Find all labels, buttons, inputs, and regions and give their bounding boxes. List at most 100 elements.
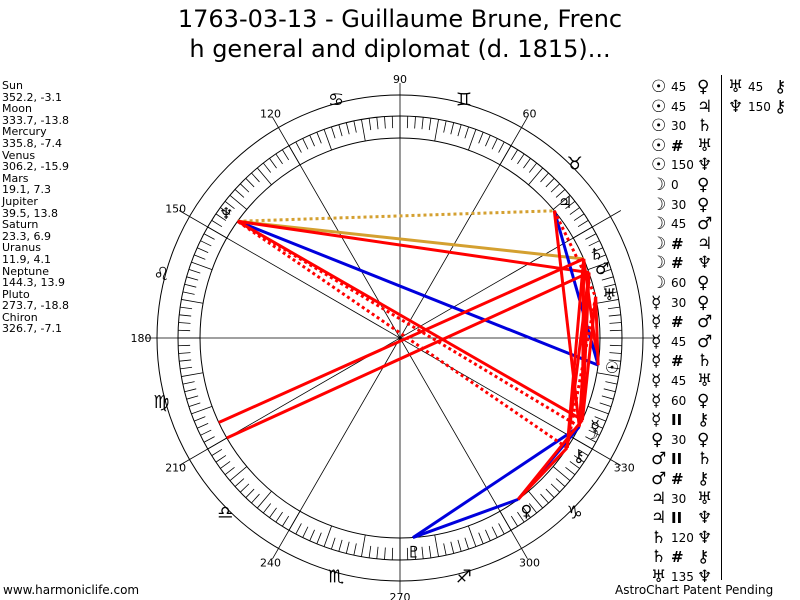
ring-tick (179, 359, 192, 362)
ring-tick (245, 178, 255, 188)
planet-name: Chiron (2, 310, 38, 324)
ring-tick (182, 291, 195, 295)
ring-tick (240, 483, 250, 493)
ring-tick (464, 126, 469, 139)
aspect-planet2: ♀ (697, 175, 710, 195)
ring-tick (275, 153, 283, 165)
ring-tick (528, 503, 537, 514)
chiron-glyph-icon: ⚷ (573, 446, 585, 465)
planet-name: Mars (2, 171, 29, 185)
aspect-planet1: ♅ (728, 77, 744, 97)
planet-name: Moon (2, 102, 32, 116)
aspect-planet2: ♅ (697, 371, 713, 391)
degree-label: 330 (614, 462, 635, 475)
aspect-planet2: ♆ (697, 508, 713, 529)
aspect-planet2: ♄ (697, 449, 713, 470)
zodiac-sign-glyph: ♍ (153, 392, 169, 413)
aspect-line (565, 258, 586, 448)
sun-glyph-icon: ☉ (605, 358, 619, 377)
aspect-planet2: ♃ (697, 233, 713, 254)
ring-tick (528, 162, 537, 173)
ring-tick (184, 388, 197, 393)
ring-tick (552, 466, 571, 482)
degree-label: 210 (165, 462, 186, 475)
aspect-planet2: ♂ (697, 312, 713, 333)
ring-tick (178, 322, 191, 324)
ring-tick (588, 429, 600, 436)
ring-tick (181, 299, 204, 304)
ring-tick (302, 138, 309, 150)
ring-tick (601, 395, 614, 400)
aspect-type: 150 (671, 158, 694, 173)
ring-tick (215, 455, 227, 463)
mercury-glyph-icon: ☿ (590, 417, 600, 436)
planet-name: Sun (2, 79, 23, 92)
aspect-planet2: ♀ (697, 429, 710, 450)
aspect-line (565, 296, 598, 449)
ring-tick (361, 119, 366, 142)
ring-tick (434, 119, 439, 142)
aspect-type: 45 (671, 80, 687, 94)
degree-label: 180 (131, 332, 152, 345)
ring-tick (605, 381, 618, 385)
planet-name: Uranus (2, 241, 41, 255)
aspect-line (237, 219, 599, 367)
ring-tick (203, 233, 215, 240)
ring-tick (523, 507, 531, 518)
aspect-planet1: ♂ (651, 449, 667, 470)
aspect-column-divider (721, 75, 722, 580)
aspect-type: 30 (671, 432, 687, 447)
degree-label: 60 (523, 108, 537, 121)
aspect-type: 0 (671, 178, 679, 192)
ring-tick (384, 547, 386, 560)
ring-tick (188, 269, 201, 274)
aspect-line (218, 257, 585, 424)
aspect-type: # (671, 548, 684, 567)
ring-tick (545, 178, 555, 188)
aspect-planet1: ☽ (651, 175, 667, 195)
aspect-planet1: ☿ (651, 390, 662, 411)
ring-tick (607, 306, 620, 310)
aspect-planet1: ☿ (651, 351, 662, 372)
ring-tick (599, 269, 612, 274)
ring-tick (229, 466, 248, 482)
ring-tick (240, 183, 250, 193)
aspect-type: 135 (671, 570, 694, 584)
ring-tick (309, 135, 315, 147)
planet-value: 11.9, 4.1 (2, 252, 51, 266)
aspect-planet2: ♀ (697, 292, 710, 313)
aspect-planet1: ♂ (651, 469, 667, 489)
ring-tick (517, 153, 525, 165)
aspect-planet1: ♆ (728, 96, 744, 117)
aspect-lines (218, 209, 600, 539)
ring-tick (316, 532, 322, 544)
aspect-planet1: ☉ (651, 155, 667, 176)
ring-tick (588, 240, 600, 247)
aspect-planet1: ☽ (651, 273, 667, 293)
aspect-planet2: ♆ (697, 253, 713, 274)
ring-tick (608, 359, 621, 362)
aspect-planet2: ♃ (697, 96, 713, 117)
degree-label: 240 (260, 556, 281, 569)
aspect-planet2: ⚷ (697, 410, 710, 431)
ring-tick (384, 116, 386, 129)
ring-tick (528, 167, 544, 186)
ring-tick (609, 352, 622, 354)
ring-tick (510, 149, 518, 161)
ring-tick (510, 515, 518, 527)
aspect-planet2: ♄ (697, 116, 713, 137)
ring-tick (251, 172, 260, 183)
planet-value: 352.2, -3.1 (2, 90, 62, 104)
aspect-line (237, 209, 555, 223)
aspect-type: 45 (671, 217, 687, 232)
aspect-line (412, 425, 581, 539)
ring-tick (323, 129, 332, 151)
ring-tick (181, 372, 204, 377)
ring-tick (323, 525, 332, 547)
ring-tick (194, 416, 206, 422)
ring-tick (263, 503, 272, 514)
ring-tick (251, 493, 260, 504)
ring-tick (224, 201, 235, 210)
planet-name: Mercury (2, 125, 47, 139)
